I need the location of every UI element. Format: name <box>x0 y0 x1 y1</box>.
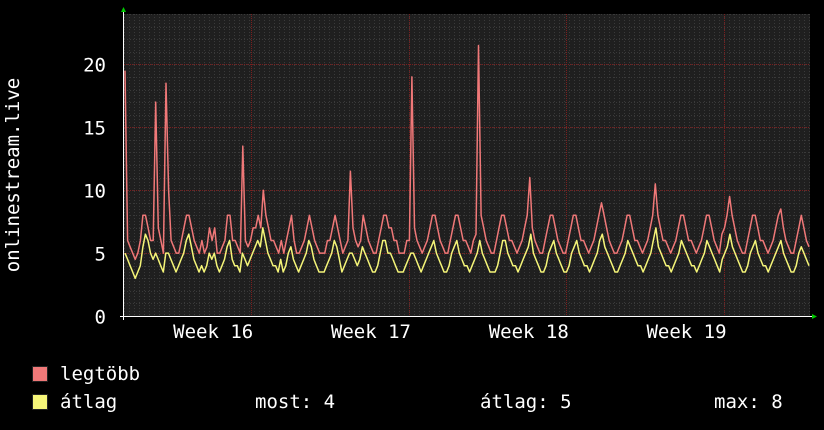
y-axis-arrow-icon <box>121 7 126 12</box>
series-layer <box>124 44 810 280</box>
series-line-avg <box>124 227 810 280</box>
y-tick-label: 20 <box>83 55 106 77</box>
series-line-max <box>124 44 810 261</box>
x-tick-label: Week 17 <box>331 321 411 343</box>
x-tick-label: Week 19 <box>646 321 726 343</box>
axes: 0 5 10 15 20 Week 16 Week 17 Week 18 Week 19 <box>83 7 817 343</box>
y-tick-label: 15 <box>83 118 106 140</box>
x-tick-label: Week 16 <box>173 321 253 343</box>
x-tick-label: Week 18 <box>489 321 569 343</box>
y-axis-label: onlinestream.live <box>2 78 24 272</box>
y-tick-label: 0 <box>95 307 106 329</box>
y-tick-label: 10 <box>83 181 106 203</box>
y-tick-label: 5 <box>95 244 106 266</box>
x-axis-arrow-icon <box>812 314 817 319</box>
